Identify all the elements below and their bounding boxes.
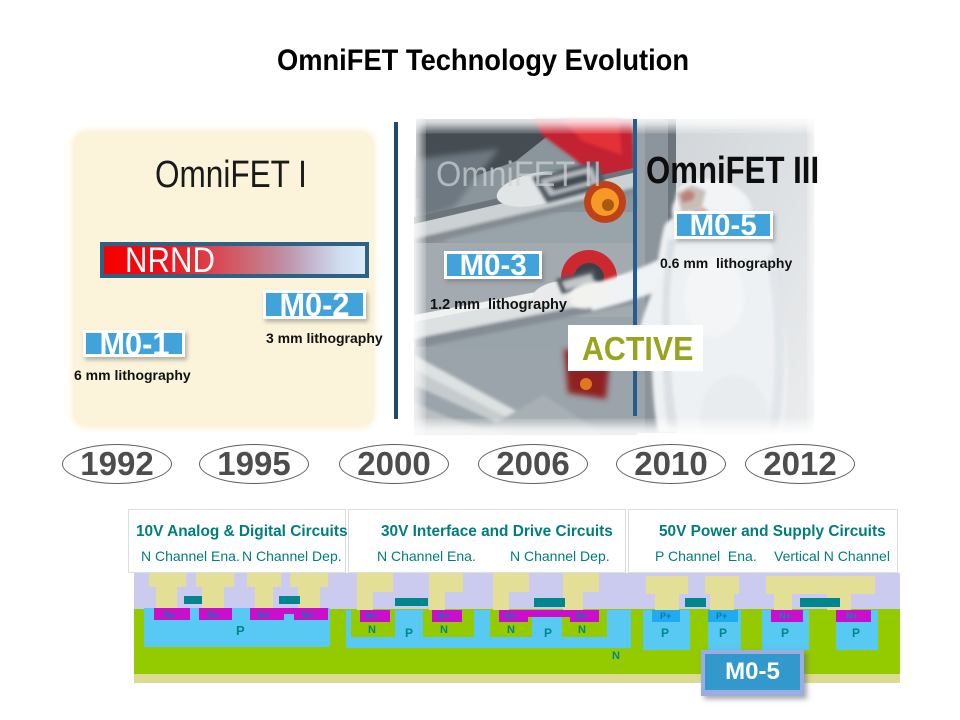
svg-text:P+: P+: [716, 611, 727, 621]
svg-text:N+: N+: [505, 611, 517, 621]
svg-text:P: P: [661, 626, 669, 640]
svg-text:N+: N+: [258, 610, 270, 620]
svg-text:N+: N+: [366, 611, 378, 621]
svg-text:P: P: [405, 626, 413, 640]
svg-text:P: P: [236, 623, 245, 638]
svg-text:N+: N+: [438, 611, 450, 621]
svg-text:N+: N+: [779, 611, 791, 621]
svg-text:N+: N+: [576, 611, 588, 621]
svg-text:P: P: [544, 626, 552, 640]
svg-text:N: N: [440, 624, 448, 636]
svg-text:N: N: [578, 624, 586, 636]
svg-text:N+: N+: [207, 610, 219, 620]
svg-text:N: N: [612, 650, 620, 662]
svg-text:P: P: [781, 626, 789, 640]
svg-text:P: P: [719, 626, 727, 640]
svg-text:N+: N+: [302, 610, 314, 620]
svg-text:N+: N+: [164, 610, 176, 620]
svg-text:N: N: [368, 624, 376, 636]
svg-text:N+: N+: [846, 611, 858, 621]
svg-text:P: P: [852, 626, 860, 640]
svg-text:P+: P+: [660, 611, 671, 621]
svg-text:N: N: [507, 624, 515, 636]
